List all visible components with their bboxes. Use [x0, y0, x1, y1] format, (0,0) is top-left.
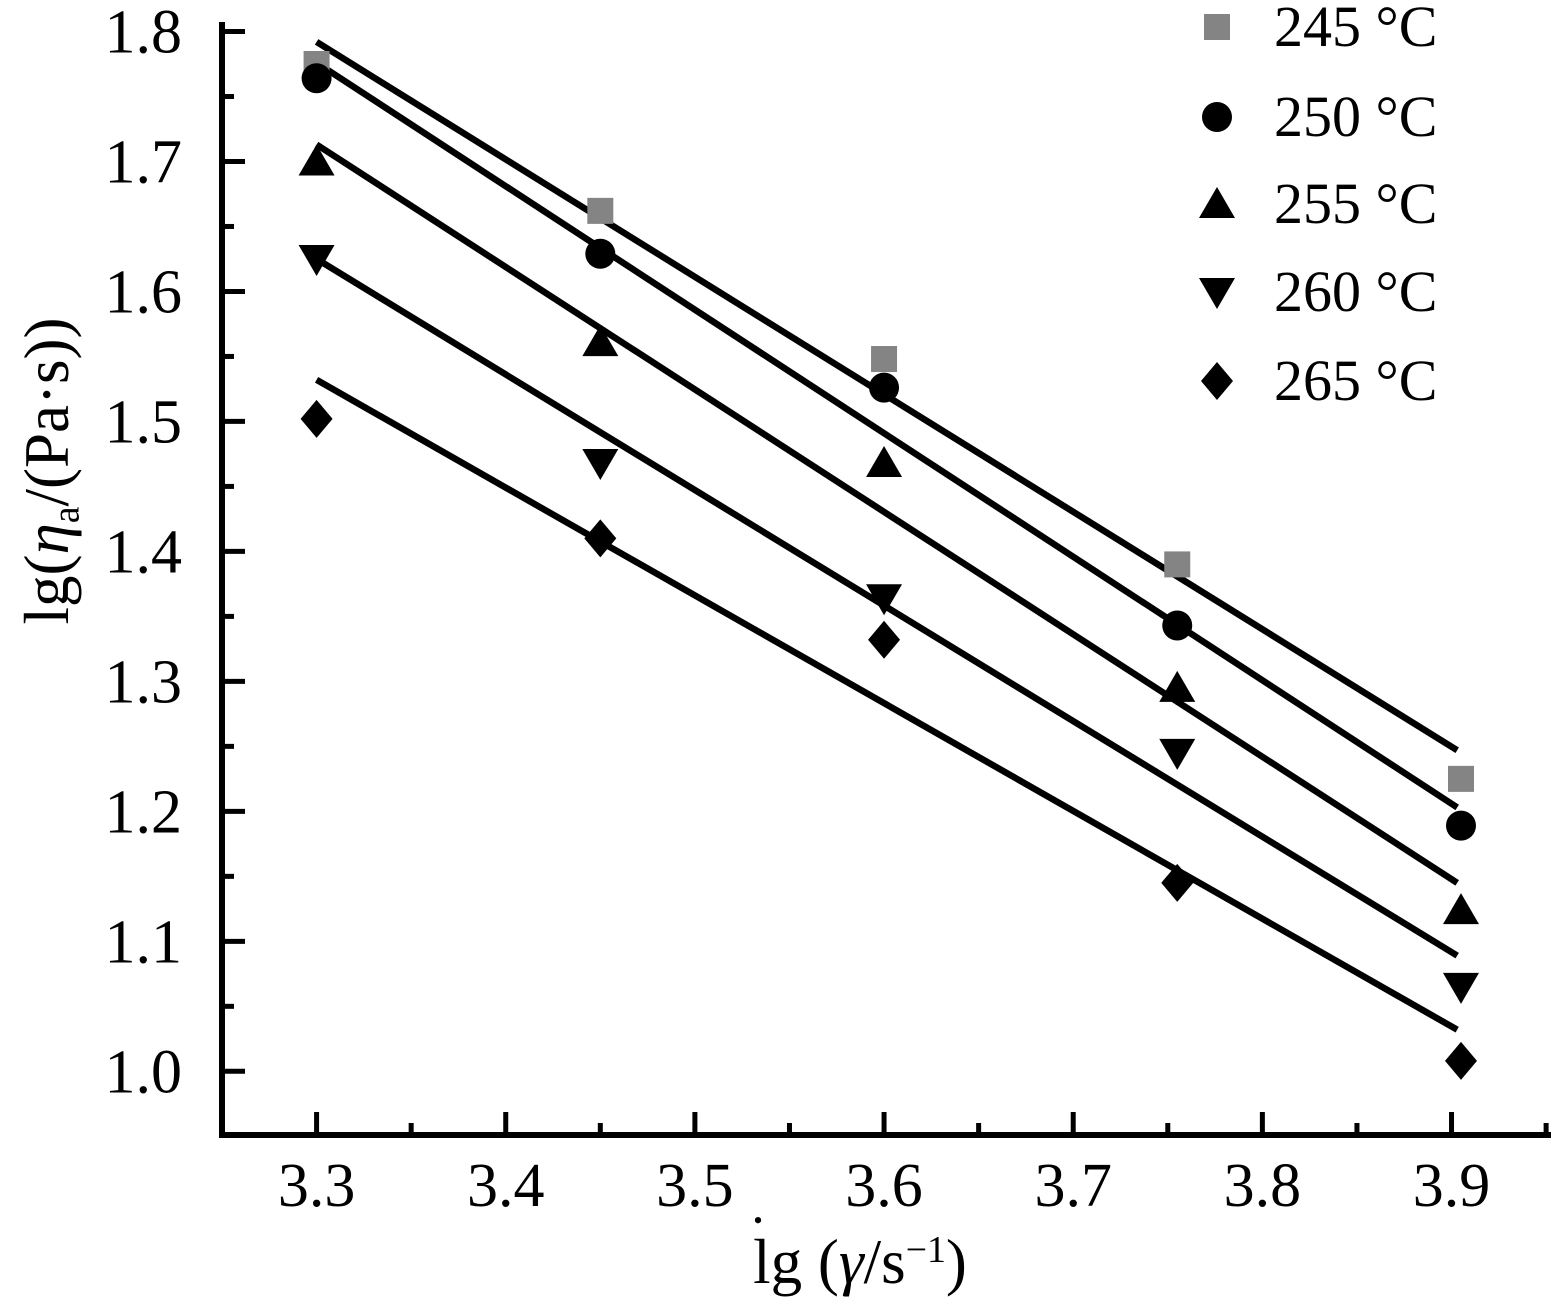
data-marker-circle [869, 372, 900, 403]
x-tick-label: 3.6 [845, 1152, 923, 1220]
x-tick-label: 3.9 [1413, 1152, 1491, 1220]
data-marker-triangle-up [866, 446, 903, 478]
data-marker-square [1447, 765, 1474, 792]
data-marker-triangle-up [582, 325, 619, 357]
data-marker-circle [1445, 810, 1476, 841]
x-label-l: l • [753, 1204, 771, 1297]
x-label-exponent: −1 [905, 1229, 946, 1271]
data-marker-triangle-down [1442, 972, 1479, 1004]
x-tick-label: 3.4 [467, 1152, 545, 1220]
data-marker-square [1164, 551, 1191, 578]
x-tick-label: 3.3 [278, 1152, 356, 1220]
y-tick-label: 1.5 [105, 388, 183, 456]
data-marker-triangle-down [866, 584, 903, 616]
data-marker-diamond [1444, 1041, 1477, 1080]
x-axis-label: l • g (γ/s−1) [510, 1205, 1210, 1297]
y-axis-label: lg(ηa/(Pa·s)) [2, 121, 92, 821]
data-marker-diamond [584, 519, 617, 558]
x-label-gamma: γ [838, 1226, 864, 1297]
y-tick-label: 1.7 [105, 128, 183, 196]
y-tick-label: 1.8 [105, 0, 183, 66]
y-tick-label: 1.0 [105, 1038, 183, 1106]
data-marker-triangle-up [298, 144, 335, 176]
y-tick-label: 1.2 [105, 778, 183, 846]
data-marker-circle [1162, 610, 1193, 641]
fit-line [314, 59, 1459, 811]
fit-line [314, 377, 1459, 1033]
data-marker-square [871, 346, 898, 373]
data-marker-diamond [868, 620, 901, 659]
gamma-dot: • [753, 1204, 763, 1235]
x-tick-label: 3.8 [1224, 1152, 1302, 1220]
data-marker-circle [301, 63, 332, 94]
y-tick-label: 1.4 [105, 518, 183, 586]
data-marker-triangle-down [1159, 738, 1196, 770]
fit-line [314, 141, 1459, 886]
data-marker-triangle-down [298, 244, 335, 276]
data-marker-diamond [1161, 863, 1194, 902]
data-marker-triangle-up [1159, 670, 1196, 702]
y-tick-label: 1.1 [105, 908, 183, 976]
y-label-subscript: a [45, 506, 88, 524]
data-marker-diamond [300, 399, 333, 438]
x-label-close: ) [945, 1226, 967, 1297]
x-tick-label: 3.7 [1034, 1152, 1112, 1220]
data-marker-circle [585, 238, 616, 269]
x-tick-label: 3.5 [656, 1152, 734, 1220]
axes-spine [219, 22, 1551, 1138]
data-marker-triangle-down [582, 449, 619, 481]
y-label-suffix: /(Pa·s)) [12, 317, 82, 507]
y-tick-label: 1.6 [105, 258, 183, 326]
data-marker-triangle-up [1442, 893, 1479, 925]
x-label-g-open: g ( [770, 1226, 839, 1297]
y-tick-label: 1.3 [105, 648, 183, 716]
y-label-prefix: lg( [12, 554, 82, 625]
data-marker-square [587, 197, 614, 224]
x-label-per-s: /s [863, 1226, 906, 1297]
y-label-eta: η [12, 523, 82, 555]
